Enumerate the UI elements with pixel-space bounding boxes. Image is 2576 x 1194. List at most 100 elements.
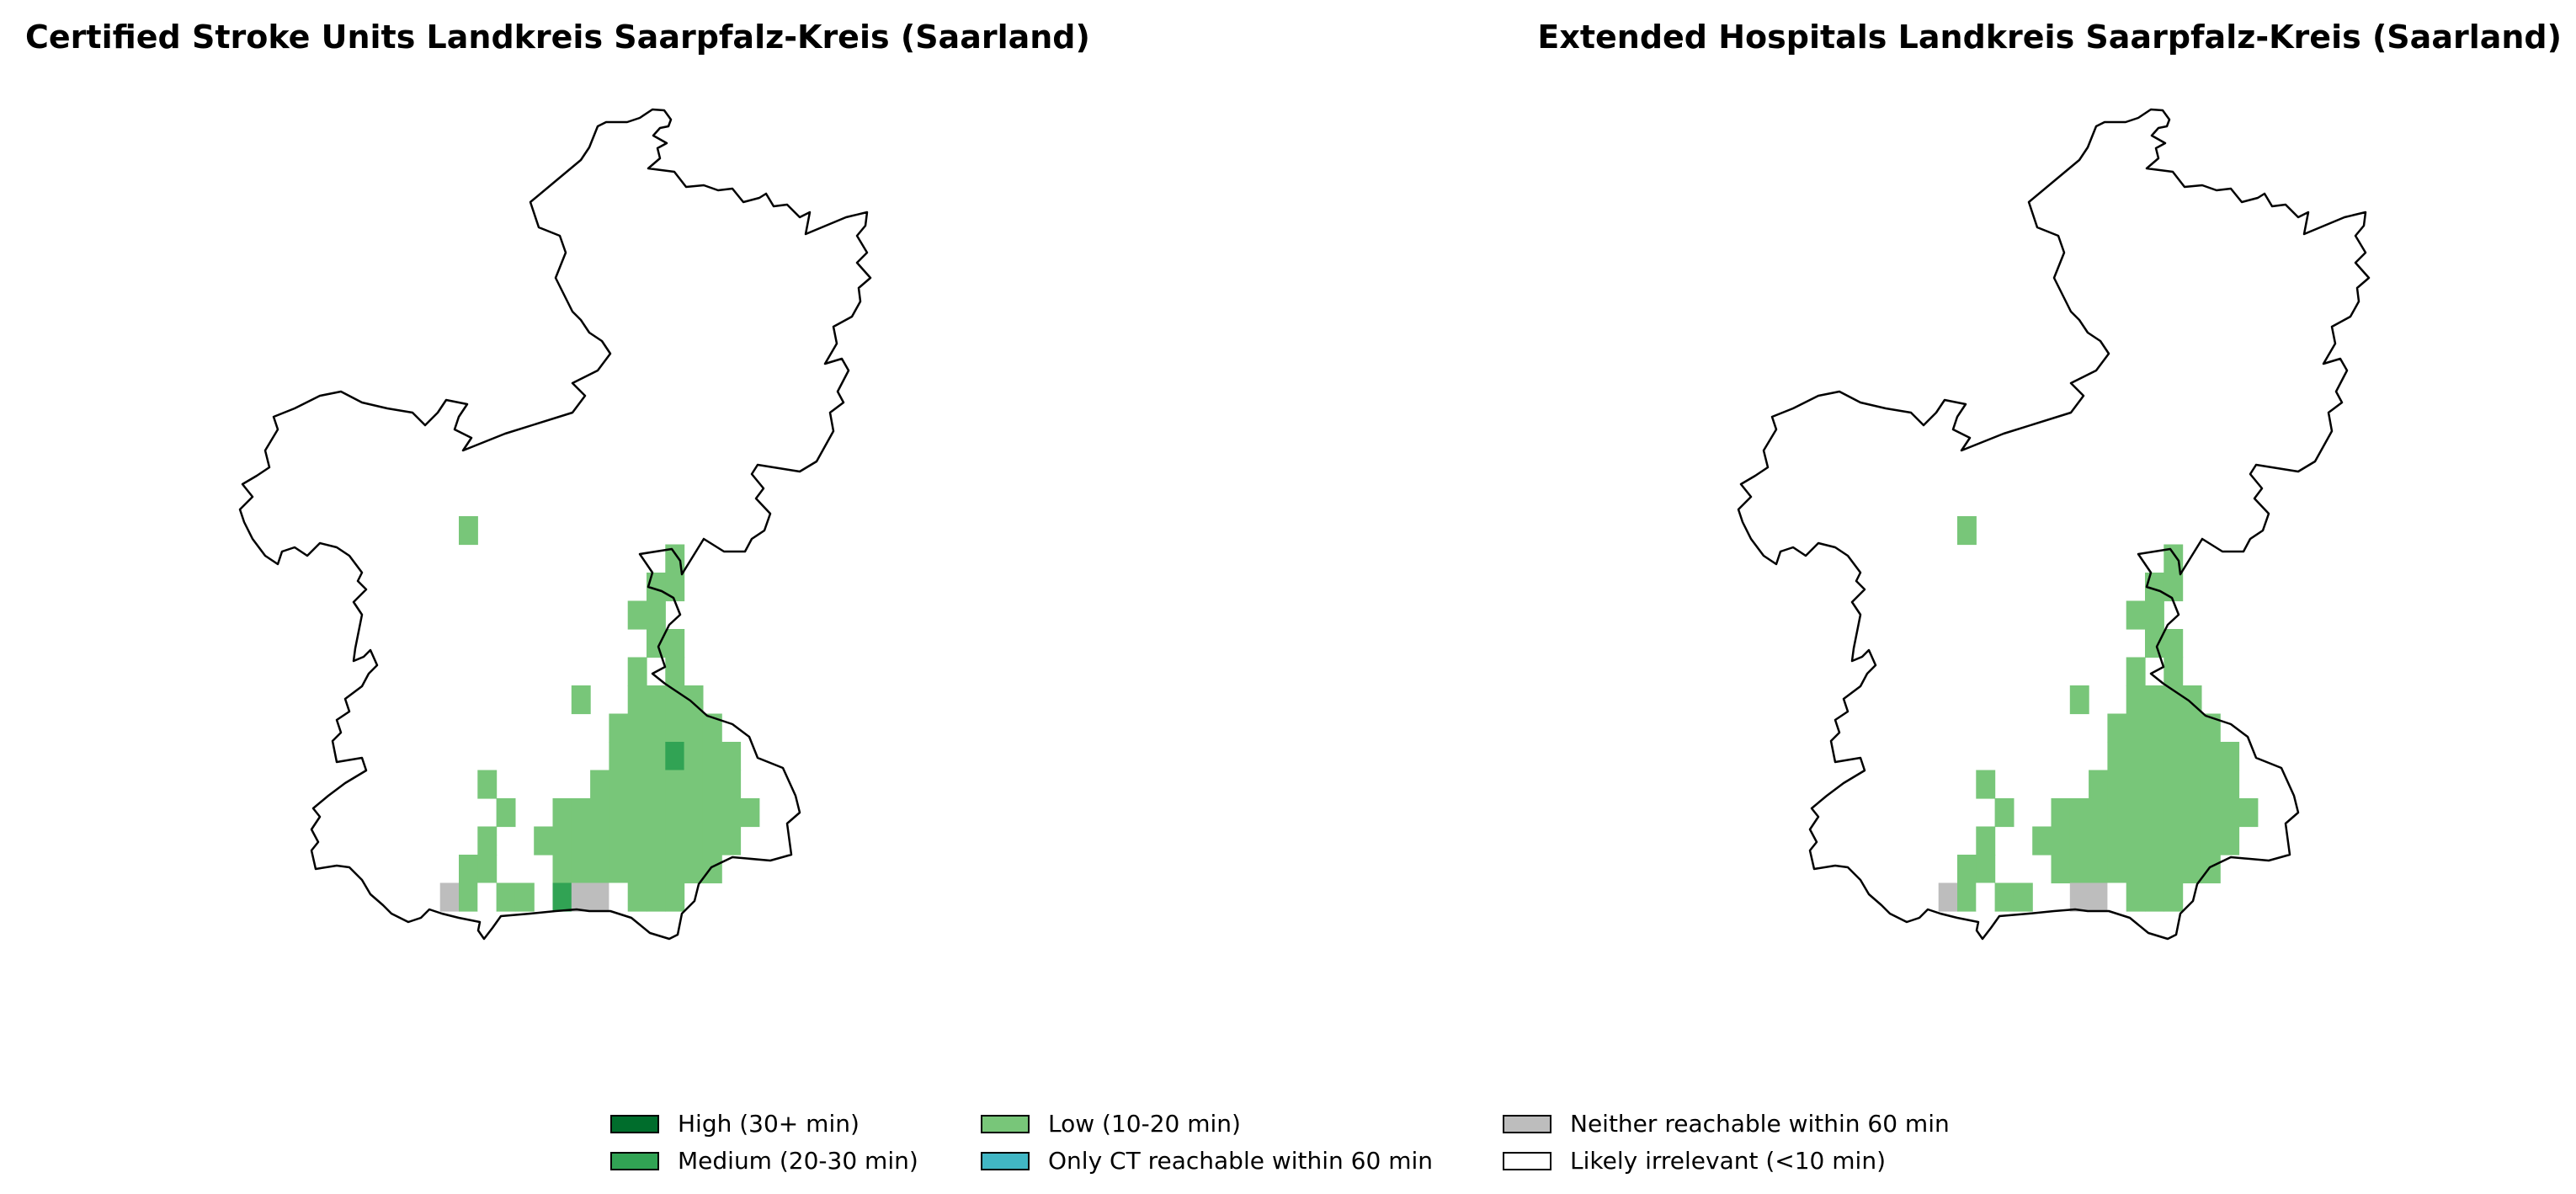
cell-low bbox=[2164, 544, 2184, 573]
cell-low bbox=[647, 826, 666, 856]
cell-low bbox=[627, 882, 647, 912]
cell-low bbox=[740, 798, 760, 828]
district-outline bbox=[1737, 108, 2371, 941]
legend-label-high: High (30+ min) bbox=[678, 1110, 860, 1138]
cell-neither bbox=[571, 882, 591, 912]
cell-low bbox=[2145, 855, 2164, 884]
cell-low bbox=[665, 855, 685, 884]
cell-medium bbox=[552, 882, 572, 912]
cell-low bbox=[2182, 798, 2202, 828]
cell-low bbox=[702, 826, 722, 856]
cell-low bbox=[2182, 826, 2202, 856]
cell-low bbox=[2069, 826, 2089, 856]
legend-label-ct: Only CT reachable within 60 min bbox=[1048, 1147, 1434, 1175]
cell-low bbox=[2126, 855, 2146, 884]
cell-low bbox=[2107, 713, 2127, 743]
legend-item-low: Low (10-20 min) bbox=[981, 1110, 1241, 1138]
legend-swatch-neither bbox=[1503, 1114, 1551, 1133]
cell-low bbox=[590, 798, 609, 828]
cell-low bbox=[627, 742, 647, 771]
map-title-stroke-units: Certified Stroke Units Landkreis Saarpfa… bbox=[25, 19, 1090, 56]
cell-low bbox=[2032, 826, 2052, 856]
cell-irrelevant bbox=[609, 882, 629, 912]
cell-low bbox=[647, 882, 666, 912]
cell-low bbox=[2089, 798, 2108, 828]
cell-low bbox=[702, 798, 722, 828]
cell-low bbox=[2201, 826, 2221, 856]
cell-low bbox=[609, 855, 629, 884]
cell-low bbox=[552, 798, 572, 828]
cell-low bbox=[609, 798, 629, 828]
cell-neither bbox=[439, 882, 460, 912]
cell-low bbox=[2126, 742, 2146, 771]
cell-low bbox=[721, 826, 742, 856]
cell-low bbox=[2126, 826, 2146, 856]
cell-low bbox=[665, 826, 685, 856]
cell-low bbox=[721, 742, 742, 771]
cell-low bbox=[627, 600, 647, 630]
cell-low bbox=[477, 770, 498, 799]
cell-low bbox=[477, 826, 498, 856]
cell-low bbox=[571, 826, 591, 856]
cell-low bbox=[2069, 685, 2089, 715]
grid-cells bbox=[439, 516, 760, 912]
cell-low bbox=[2145, 882, 2164, 912]
cell-low bbox=[665, 544, 685, 573]
cell-low bbox=[684, 770, 704, 799]
cell-low bbox=[647, 600, 666, 630]
legend-swatch-high bbox=[610, 1114, 659, 1133]
cell-low bbox=[702, 742, 722, 771]
cell-low bbox=[2182, 742, 2202, 771]
cell-low bbox=[684, 742, 704, 771]
cell-low bbox=[2201, 798, 2221, 828]
cell-low bbox=[2145, 629, 2164, 658]
cell-low bbox=[571, 855, 591, 884]
cell-low bbox=[665, 882, 685, 912]
cell-low bbox=[684, 798, 704, 828]
legend-swatch-low bbox=[981, 1114, 1030, 1133]
cell-low bbox=[647, 742, 666, 771]
cell-low bbox=[2201, 713, 2221, 743]
map-title-extended-hospitals: Extended Hospitals Landkreis Saarpfalz-K… bbox=[1537, 19, 2562, 56]
cell-low bbox=[647, 855, 666, 884]
cell-low bbox=[2126, 882, 2146, 912]
cell-low bbox=[2126, 770, 2146, 799]
cell-low bbox=[2220, 826, 2240, 856]
cell-medium bbox=[665, 742, 685, 771]
cell-low bbox=[477, 855, 498, 884]
cell-low bbox=[609, 742, 629, 771]
cell-low bbox=[2145, 685, 2164, 715]
cell-low bbox=[590, 770, 609, 799]
cell-low bbox=[647, 770, 666, 799]
legend-label-neither: Neither reachable within 60 min bbox=[1570, 1110, 1950, 1138]
cell-low bbox=[2164, 742, 2184, 771]
district-outline bbox=[238, 108, 872, 941]
cell-low bbox=[647, 685, 666, 715]
cell-low bbox=[609, 826, 629, 856]
cell-low bbox=[2013, 882, 2033, 912]
cell-low bbox=[1957, 855, 1977, 884]
cell-low bbox=[2126, 600, 2146, 630]
cell-low bbox=[2145, 798, 2164, 828]
cell-low bbox=[2145, 770, 2164, 799]
cell-low bbox=[2182, 713, 2202, 743]
cell-low bbox=[665, 657, 685, 686]
cell-low bbox=[2145, 713, 2164, 743]
cell-low bbox=[2107, 742, 2127, 771]
cell-low bbox=[1957, 882, 1977, 912]
cell-low bbox=[1976, 826, 1996, 856]
cell-low bbox=[1976, 855, 1996, 884]
cell-low bbox=[665, 798, 685, 828]
cell-low bbox=[459, 516, 478, 546]
cell-low bbox=[627, 685, 647, 715]
cell-low bbox=[2089, 855, 2108, 884]
cell-neither bbox=[2069, 882, 2089, 912]
cell-neither bbox=[590, 882, 609, 912]
cell-low bbox=[496, 882, 516, 912]
cell-low bbox=[590, 826, 609, 856]
cell-low bbox=[2164, 713, 2184, 743]
cell-low bbox=[684, 713, 704, 743]
legend-item-neither: Neither reachable within 60 min bbox=[1503, 1110, 1950, 1138]
cell-irrelevant bbox=[2107, 882, 2127, 912]
cell-low bbox=[2201, 855, 2221, 884]
